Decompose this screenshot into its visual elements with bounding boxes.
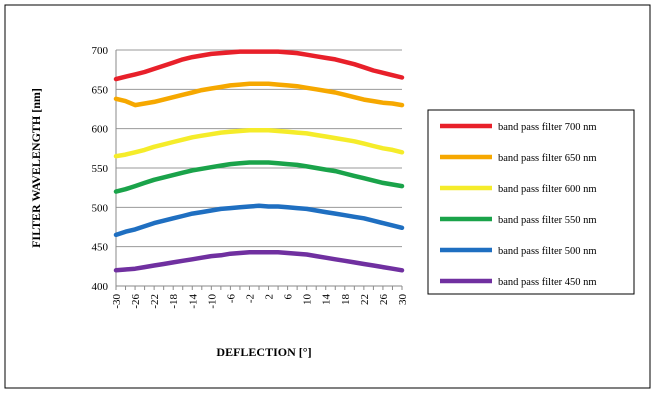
y-tick-label: 550 <box>92 163 109 175</box>
legend-label: band pass filter 700 nm <box>498 122 597 133</box>
series-line-1 <box>113 49 405 82</box>
legend: band pass filter 700 nm band pass filter … <box>427 109 635 295</box>
y-tick-label: 700 <box>92 45 109 57</box>
legend-label: band pass filter 650 nm <box>498 153 597 164</box>
y-tick-label: 500 <box>92 202 109 214</box>
y-tick-label: 450 <box>92 242 109 254</box>
y-tick-label: 600 <box>92 124 109 136</box>
y-axis-title: FILTER WAVELENGTH [nm] <box>29 88 43 248</box>
series-lines <box>113 49 405 273</box>
x-tick-label: 10 <box>302 294 314 306</box>
x-tick-label: -18 <box>168 294 180 309</box>
x-tick-label: 18 <box>340 294 352 306</box>
y-tick-label: 400 <box>92 281 109 293</box>
legend-label: band pass filter 450 nm <box>498 277 597 288</box>
x-tick-label: -22 <box>149 294 161 309</box>
x-tick-label: -2 <box>244 294 256 303</box>
legend-label: band pass filter 600 nm <box>498 184 597 195</box>
x-tick-label: 26 <box>378 294 390 306</box>
x-tick-label: -30 <box>111 294 123 309</box>
x-tick-label: -26 <box>130 294 142 309</box>
axes <box>115 50 403 290</box>
x-tick-label: 22 <box>359 294 371 305</box>
x-tick-label: 6 <box>283 294 295 300</box>
x-tick-label: 14 <box>321 294 333 306</box>
legend-label: band pass filter 500 nm <box>498 246 597 257</box>
x-tick-label: -10 <box>206 294 218 309</box>
x-axis-title: DEFLECTION [°] <box>216 345 311 359</box>
legend-label: band pass filter 550 nm <box>498 215 597 226</box>
series-line-4 <box>113 160 405 194</box>
x-tick-label: -14 <box>187 294 199 309</box>
x-tick-label: 2 <box>264 294 276 300</box>
y-tick-label: 650 <box>92 84 109 96</box>
series-line-2 <box>113 81 405 108</box>
legend-box <box>427 109 635 295</box>
series-line-6 <box>113 249 405 273</box>
series-line-3 <box>113 127 405 159</box>
series-line-5 <box>113 203 405 238</box>
x-tick-label: -6 <box>225 294 237 304</box>
x-tick-label: 30 <box>397 294 409 306</box>
